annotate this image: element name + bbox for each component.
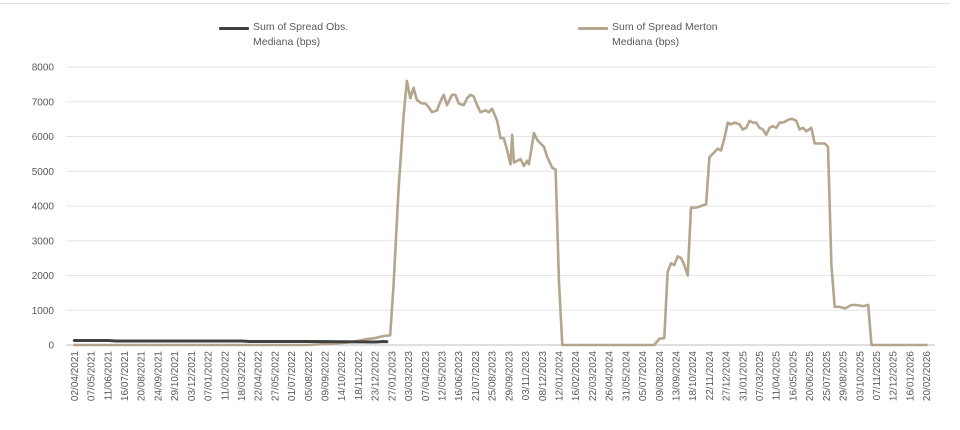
x-tick-label: 14/10/2022 xyxy=(337,351,348,401)
x-tick-label: 16/01/2026 xyxy=(905,351,916,401)
x-tick-label: 23/12/2022 xyxy=(371,351,382,401)
x-tick-label: 07/04/2023 xyxy=(421,351,432,401)
x-tick-label: 22/03/2024 xyxy=(588,351,599,401)
series-line-obs xyxy=(72,339,389,344)
y-tick-label: 4000 xyxy=(32,202,55,213)
x-tick-label: 12/01/2024 xyxy=(554,351,565,401)
legend-label-merton-line2: Mediana (bps) xyxy=(612,36,680,48)
y-tick-label: 3000 xyxy=(32,236,55,247)
x-tick-label: 20/02/2026 xyxy=(922,351,933,401)
legend-label-obs-line2: Mediana (bps) xyxy=(253,36,321,48)
x-tick-label: 09/08/2024 xyxy=(655,351,666,401)
x-tick-label: 22/04/2022 xyxy=(254,351,265,401)
legend-label-obs-line1: Sum of Spread Obs. xyxy=(253,21,349,33)
x-tick-label: 01/07/2022 xyxy=(287,351,298,401)
series-line-merton xyxy=(73,79,928,347)
x-tick-label: 16/05/2025 xyxy=(788,351,799,401)
x-tick-label: 07/01/2022 xyxy=(204,351,215,401)
x-tick-label: 05/08/2022 xyxy=(304,351,315,401)
y-tick-label: 0 xyxy=(48,341,54,352)
x-tick-label: 27/01/2023 xyxy=(387,351,398,401)
legend-label-merton-line1: Sum of Spread Merton xyxy=(612,21,718,33)
x-tick-label: 07/05/2021 xyxy=(87,351,98,401)
y-tick-label: 8000 xyxy=(32,63,55,74)
x-tick-label: 11/06/2021 xyxy=(103,351,114,401)
x-tick-label: 11/04/2025 xyxy=(772,351,783,401)
x-tick-label: 29/08/2025 xyxy=(839,351,850,401)
x-tick-label: 08/12/2023 xyxy=(538,351,549,401)
x-tick-label: 31/05/2024 xyxy=(621,351,632,401)
x-tick-label: 05/07/2024 xyxy=(638,351,649,401)
legend-item-merton: Sum of Spread Merton Mediana (bps) xyxy=(578,20,778,52)
x-tick-label: 12/12/2025 xyxy=(889,351,900,401)
x-tick-label: 29/09/2023 xyxy=(504,351,515,401)
x-tick-label: 20/08/2021 xyxy=(137,351,148,401)
y-tick-label: 7000 xyxy=(32,97,55,108)
x-tick-label: 03/12/2021 xyxy=(187,351,198,401)
x-tick-label: 18/10/2024 xyxy=(688,351,699,401)
x-tick-label: 31/01/2025 xyxy=(738,351,749,401)
x-tick-label: 25/08/2023 xyxy=(488,351,499,401)
legend-item-obs: Sum of Spread Obs. Mediana (bps) xyxy=(219,20,419,52)
x-tick-label: 07/03/2025 xyxy=(755,351,766,401)
x-tick-label: 11/02/2022 xyxy=(220,351,231,401)
x-tick-label: 24/09/2021 xyxy=(153,351,164,401)
legend-label-merton: Sum of Spread Merton Mediana (bps) xyxy=(612,20,718,50)
top-border xyxy=(0,3,950,4)
x-tick-label: 13/09/2024 xyxy=(671,351,682,401)
x-tick-label: 09/09/2022 xyxy=(321,351,332,401)
x-tick-label: 03/11/2023 xyxy=(521,351,532,401)
x-tick-label: 29/10/2021 xyxy=(170,351,181,401)
x-tick-label: 07/11/2025 xyxy=(872,351,883,401)
y-tick-label: 1000 xyxy=(32,306,55,317)
x-tick-label: 16/06/2023 xyxy=(454,351,465,401)
x-tick-label: 16/02/2024 xyxy=(571,351,582,401)
x-tick-label: 27/05/2022 xyxy=(270,351,281,401)
x-tick-label: 03/10/2025 xyxy=(855,351,866,401)
legend-swatch-obs xyxy=(219,27,249,30)
x-tick-label: 21/07/2023 xyxy=(471,351,482,401)
x-tick-label: 18/11/2022 xyxy=(354,351,365,401)
x-tick-label: 22/11/2024 xyxy=(705,351,716,401)
y-tick-label: 2000 xyxy=(32,271,55,282)
x-tick-label: 25/07/2025 xyxy=(822,351,833,401)
x-tick-label: 18/03/2022 xyxy=(237,351,248,401)
y-tick-label: 6000 xyxy=(32,132,55,143)
x-tick-label: 20/06/2025 xyxy=(805,351,816,401)
legend-label-obs: Sum of Spread Obs. Mediana (bps) xyxy=(253,20,348,50)
y-tick-label: 5000 xyxy=(32,167,55,178)
x-tick-label: 26/04/2024 xyxy=(605,351,616,401)
x-tick-label: 03/03/2023 xyxy=(404,351,415,401)
legend-swatch-merton xyxy=(578,27,608,30)
x-tick-label: 27/12/2024 xyxy=(722,351,733,401)
x-tick-label: 02/04/2021 xyxy=(70,351,81,401)
x-tick-label: 12/05/2023 xyxy=(438,351,449,401)
x-tick-label: 16/07/2021 xyxy=(120,351,131,401)
